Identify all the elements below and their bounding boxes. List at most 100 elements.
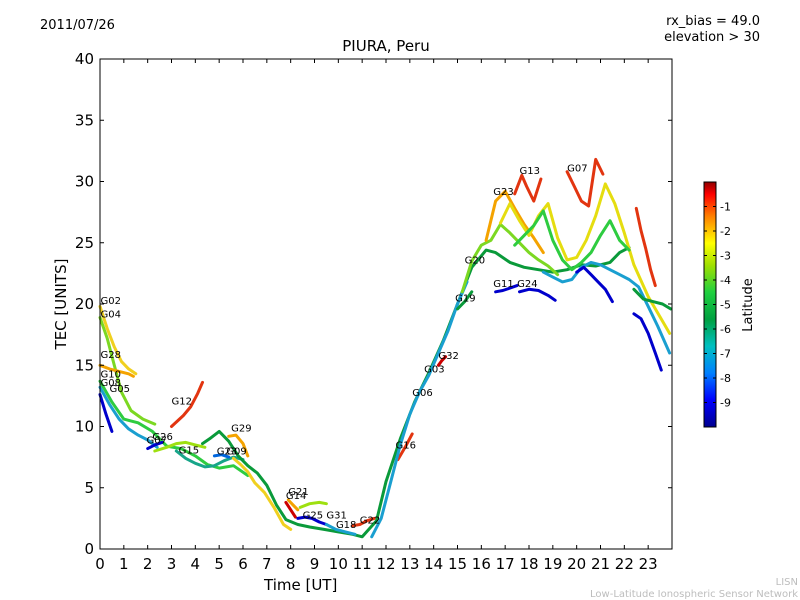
sat-label-g26: G26 [152, 432, 172, 443]
series-g11 [494, 284, 519, 294]
x-tick-label: 23 [639, 555, 658, 573]
series-g05 [98, 393, 114, 433]
series-g10 [98, 379, 250, 477]
sat-label-g25: G25 [303, 510, 323, 521]
y-tick-label: 15 [75, 356, 94, 374]
x-tick-label: 5 [214, 555, 224, 573]
y-axis-label: TEC [UNITS] [52, 259, 70, 351]
sat-label-g13: G13 [519, 166, 539, 177]
x-tick-label: 19 [543, 555, 562, 573]
y-tick-label: 20 [75, 295, 94, 313]
x-tick-label: 17 [496, 555, 515, 573]
series-satb2 [575, 265, 614, 304]
x-tick-label: 21 [591, 555, 610, 573]
sat-label-g04: G04 [100, 309, 120, 320]
sat-label-g24: G24 [517, 279, 537, 290]
sat-label-g22: G22 [360, 515, 380, 526]
series-g13 [513, 173, 543, 203]
sat-label-g20: G20 [465, 256, 485, 267]
sat-label-g14: G14 [286, 491, 306, 502]
y-tick-label: 30 [75, 173, 94, 191]
sat-label-g11: G11 [493, 279, 513, 290]
x-tick-label: 14 [424, 555, 443, 573]
x-tick-label: 2 [143, 555, 153, 573]
rx-bias-label: rx_bias = 49.0 [666, 14, 760, 29]
colorbar-ticks: -1 -2 -3 -4 -5 -6 -7 -8 -9 [704, 201, 731, 410]
x-tick-label: 12 [376, 555, 395, 573]
sat-label-g21: G21 [288, 487, 308, 498]
x-tick-label: 9 [310, 555, 320, 573]
sat-label-g06: G06 [412, 388, 432, 399]
series-g19 [456, 290, 474, 311]
series-satg [513, 209, 631, 272]
x-tick-label: 8 [286, 555, 296, 573]
x-tick-label: 1 [119, 555, 129, 573]
x-tick-label: 10 [329, 555, 348, 573]
series-g23b [484, 189, 545, 255]
series-satc [541, 260, 672, 355]
series-g02 [98, 304, 138, 376]
series-g25 [296, 515, 328, 526]
sat-label-g03: G03 [424, 365, 444, 376]
series-g08 [98, 385, 159, 449]
series-g28 [98, 363, 135, 378]
series-g07 [146, 440, 164, 451]
elevation-label: elevation > 30 [664, 30, 760, 45]
series-satdg [632, 287, 673, 311]
sat-label-g10: G10 [100, 370, 120, 381]
x-tick-label: 13 [400, 555, 419, 573]
sat-label-g09: G09 [226, 447, 246, 458]
y-tick-label: 35 [75, 111, 94, 129]
y-tick-label: 0 [84, 540, 94, 558]
x-tick-label: 15 [448, 555, 467, 573]
series-g12 [170, 380, 204, 428]
series-g26 [153, 440, 207, 453]
y-tick-label: 40 [75, 50, 94, 68]
series-g07b [565, 157, 605, 208]
series-g14 [284, 500, 297, 519]
sat-label-g08: G08 [100, 378, 120, 389]
footer-short: LISN [775, 577, 798, 588]
series-g16 [396, 432, 414, 462]
sat-label-g23: G23 [493, 187, 513, 198]
date-label: 2011/07/26 [40, 18, 115, 33]
sat-label-g31: G31 [326, 510, 346, 521]
x-tick-label: 11 [353, 555, 372, 573]
sat-label-g32: G32 [438, 351, 458, 362]
plot-area: G02G04G28G10G08G05G12G26G07G15G29G23G09G… [98, 157, 673, 539]
x-tick-label: 0 [95, 555, 105, 573]
series-g32 [436, 355, 448, 367]
sat-label-g07: G07 [567, 164, 587, 175]
sat-label-g23: G23 [217, 447, 237, 458]
axes: 0 1 2 3 4 5 6 7 8 9 10 11 12 13 14 15 16 17 18 19 20 21 22 2305… [75, 50, 672, 573]
colorbar-tick-label: -2 [720, 225, 731, 238]
series-g09 [232, 456, 293, 531]
sat-label-g18: G18 [336, 520, 356, 531]
sat-label-g02: G02 [100, 296, 120, 307]
series-g04 [98, 316, 157, 426]
sat-label-g16: G16 [396, 441, 416, 452]
x-tick-label: 4 [191, 555, 201, 573]
x-tick-label: 7 [262, 555, 272, 573]
colorbar-label: Latitude [741, 278, 756, 332]
colorbar-tick-label: -9 [720, 397, 731, 410]
y-tick-label: 5 [84, 479, 94, 497]
series-g21 [286, 498, 300, 512]
colorbar-tick-label: -7 [720, 348, 731, 361]
series-satb [632, 312, 663, 372]
series-g18 [324, 523, 357, 536]
colorbar-tick-label: -1 [720, 201, 731, 214]
colorbar-tick-label: -3 [720, 250, 731, 263]
colorbar-tick-label: -5 [720, 299, 731, 312]
series-g24 [518, 287, 557, 302]
series-g31 [298, 500, 328, 509]
colorbar-tick-label: -4 [720, 274, 731, 287]
sat-label-g12: G12 [172, 396, 192, 407]
sat-label-g05: G05 [110, 384, 130, 395]
colorbar-tick-label: -8 [720, 372, 731, 385]
x-tick-label: 3 [167, 555, 177, 573]
sat-label-g07: G07 [146, 436, 166, 447]
footer-long: Low-Latitude Ionospheric Sensor Network [590, 589, 798, 600]
x-tick-label: 16 [472, 555, 491, 573]
